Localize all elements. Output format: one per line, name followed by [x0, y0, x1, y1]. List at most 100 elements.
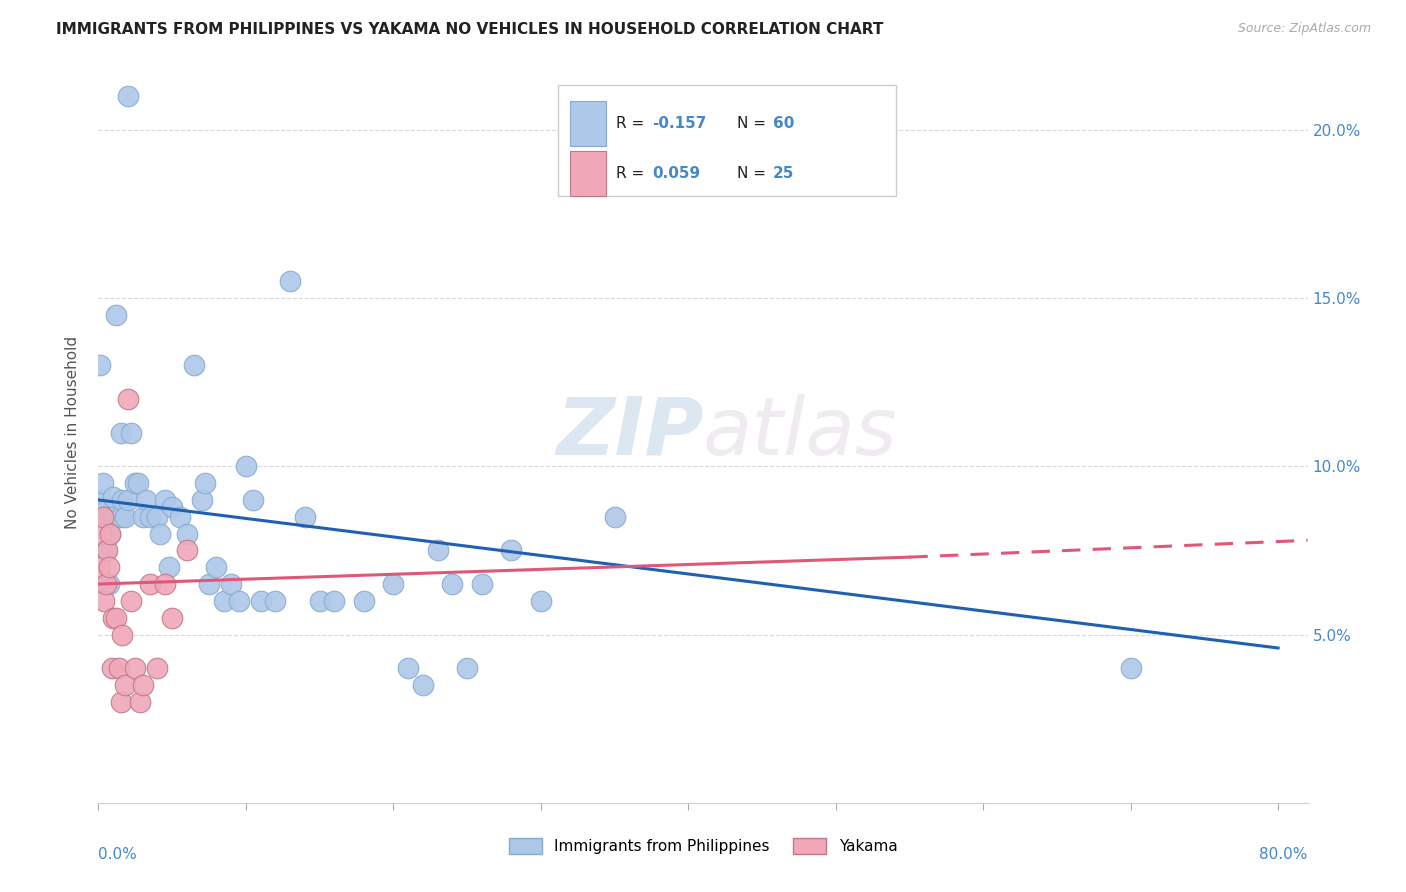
Point — [153, 577, 176, 591]
Point — [149, 526, 172, 541]
Point — [294, 509, 316, 524]
Point — [114, 678, 136, 692]
Point — [131, 509, 153, 524]
Point — [153, 492, 176, 507]
Point — [111, 627, 134, 641]
Point — [396, 661, 419, 675]
Point — [117, 89, 139, 103]
Point — [176, 543, 198, 558]
Text: N =: N = — [737, 116, 770, 131]
Point — [91, 476, 114, 491]
Point — [101, 509, 124, 524]
Point — [146, 661, 169, 675]
Point — [242, 492, 264, 507]
Point — [249, 594, 271, 608]
Point — [98, 526, 121, 541]
Point — [105, 308, 128, 322]
Point — [94, 543, 117, 558]
Point — [426, 543, 449, 558]
Point — [94, 503, 117, 517]
Point — [101, 610, 124, 624]
Point — [89, 560, 111, 574]
Point — [97, 577, 120, 591]
Point — [212, 594, 235, 608]
Text: R =: R = — [616, 166, 650, 181]
Bar — [569, 102, 606, 145]
Text: IMMIGRANTS FROM PHILIPPINES VS YAKAMA NO VEHICLES IN HOUSEHOLD CORRELATION CHART: IMMIGRANTS FROM PHILIPPINES VS YAKAMA NO… — [56, 22, 883, 37]
Point — [183, 359, 205, 373]
Point — [93, 509, 115, 524]
Point — [501, 543, 523, 558]
Point — [1119, 661, 1142, 675]
Bar — [569, 152, 606, 195]
Point — [441, 577, 464, 591]
Point — [456, 661, 478, 675]
Point — [91, 509, 114, 524]
Text: 80.0%: 80.0% — [1260, 847, 1308, 863]
Point — [93, 594, 115, 608]
Text: 60: 60 — [773, 116, 794, 131]
Point — [120, 594, 142, 608]
Point — [90, 492, 112, 507]
Text: R =: R = — [616, 116, 650, 131]
Point — [127, 476, 149, 491]
Text: N =: N = — [737, 166, 770, 181]
Point — [219, 577, 242, 591]
Point — [412, 678, 434, 692]
Point — [471, 577, 494, 591]
Text: atlas: atlas — [703, 393, 898, 472]
Point — [100, 661, 122, 675]
Point — [264, 594, 287, 608]
Point — [120, 425, 142, 440]
Point — [108, 661, 131, 675]
Point — [160, 610, 183, 624]
Point — [131, 678, 153, 692]
Point — [190, 492, 212, 507]
Point — [323, 594, 346, 608]
Point — [128, 695, 150, 709]
Point — [308, 594, 330, 608]
Point — [98, 526, 121, 541]
Point — [94, 577, 117, 591]
Point — [111, 492, 134, 507]
Point — [89, 359, 111, 373]
Point — [235, 459, 257, 474]
Point — [110, 695, 132, 709]
Point — [91, 509, 114, 524]
Legend: Immigrants from Philippines, Yakama: Immigrants from Philippines, Yakama — [501, 830, 905, 862]
Point — [530, 594, 553, 608]
Point — [139, 509, 162, 524]
Point — [110, 509, 132, 524]
Point — [198, 577, 221, 591]
Point — [124, 476, 146, 491]
Point — [169, 509, 191, 524]
Text: Source: ZipAtlas.com: Source: ZipAtlas.com — [1237, 22, 1371, 36]
Point — [124, 661, 146, 675]
Point — [114, 509, 136, 524]
Point — [96, 509, 118, 524]
Point — [205, 560, 228, 574]
Point — [96, 543, 118, 558]
Text: 0.059: 0.059 — [652, 166, 700, 181]
Y-axis label: No Vehicles in Household: No Vehicles in Household — [65, 336, 80, 529]
Point — [228, 594, 250, 608]
Point — [278, 274, 301, 288]
Point — [110, 425, 132, 440]
Point — [117, 392, 139, 406]
Point — [90, 526, 112, 541]
Point — [194, 476, 217, 491]
Point — [160, 500, 183, 514]
Point — [117, 492, 139, 507]
Text: ZIP: ZIP — [555, 393, 703, 472]
Point — [139, 577, 162, 591]
Point — [382, 577, 405, 591]
Point — [603, 509, 626, 524]
Point — [101, 490, 124, 504]
Point — [157, 560, 180, 574]
Bar — [558, 85, 897, 195]
Point — [146, 509, 169, 524]
Point — [353, 594, 375, 608]
Point — [97, 560, 120, 574]
Point — [105, 610, 128, 624]
Point — [135, 492, 157, 507]
